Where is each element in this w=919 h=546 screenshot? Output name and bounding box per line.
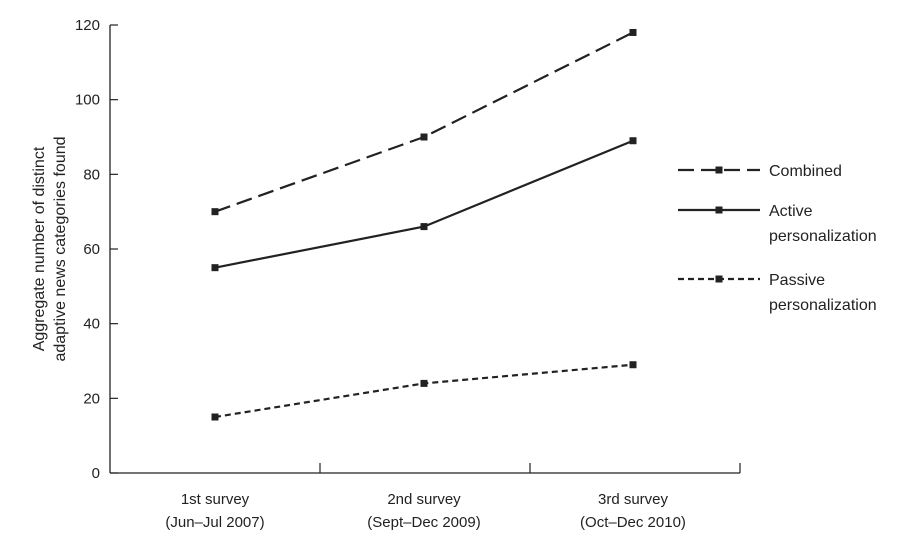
series-0 bbox=[211, 28, 637, 216]
data-point bbox=[629, 361, 637, 369]
x-tick-label: (Oct–Dec 2010) bbox=[580, 514, 686, 531]
data-point bbox=[211, 413, 219, 421]
x-tick-label: 3rd survey bbox=[598, 491, 669, 508]
legend-marker bbox=[715, 166, 723, 174]
legend-label: personalization bbox=[769, 228, 877, 245]
data-point bbox=[629, 137, 637, 145]
legend-label: Combined bbox=[769, 163, 842, 180]
x-tick-label: (Jun–Jul 2007) bbox=[165, 514, 264, 531]
series-2 bbox=[211, 361, 637, 421]
y-tick-label: 20 bbox=[83, 390, 100, 407]
legend-label: Passive bbox=[769, 272, 825, 289]
data-point bbox=[211, 264, 219, 272]
legend-item: Passive personalization bbox=[678, 272, 877, 314]
y-tick-label: 100 bbox=[75, 92, 100, 109]
axes: 0 20 40 60 80 100 120 1st survey (Jun–Jul 2007) 2… bbox=[75, 17, 741, 531]
series-1 bbox=[211, 137, 637, 272]
series-line bbox=[214, 139, 634, 269]
legend-marker bbox=[715, 275, 723, 283]
y-tick-label: 120 bbox=[75, 17, 100, 34]
data-point bbox=[211, 208, 219, 216]
y-axis-label-line: adaptive news categories found bbox=[52, 136, 69, 361]
y-tick-label: 0 bbox=[92, 465, 100, 482]
data-point bbox=[420, 223, 428, 231]
series-layer bbox=[211, 28, 637, 421]
legend-item: Active personalization bbox=[678, 203, 877, 245]
legend-label: Active bbox=[769, 203, 813, 220]
legend-label: personalization bbox=[769, 297, 877, 314]
y-axis-label-line: Aggregate number of distinct bbox=[31, 146, 48, 351]
legend-marker bbox=[715, 206, 723, 214]
data-point bbox=[629, 28, 637, 36]
x-tick-label: (Sept–Dec 2009) bbox=[367, 514, 480, 531]
data-point bbox=[420, 133, 428, 141]
series-line bbox=[214, 31, 634, 213]
x-tick-label: 2nd survey bbox=[387, 491, 461, 508]
y-axis-label: Aggregate number of distinct adaptive new… bbox=[31, 136, 69, 361]
y-tick-label: 60 bbox=[83, 241, 100, 258]
legend-item: Combined bbox=[678, 163, 842, 180]
y-tick-label: 40 bbox=[83, 316, 100, 333]
x-tick-label: 1st survey bbox=[181, 491, 250, 508]
y-tick-label: 80 bbox=[83, 166, 100, 183]
data-point bbox=[420, 379, 428, 387]
legend: Combined Active personalization Passive pers… bbox=[678, 163, 877, 314]
series-line bbox=[214, 363, 634, 419]
